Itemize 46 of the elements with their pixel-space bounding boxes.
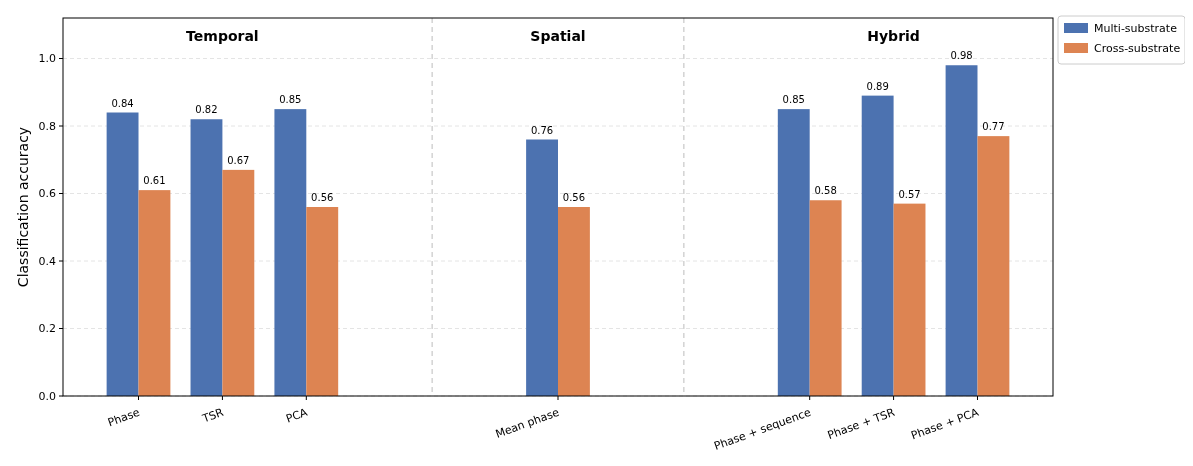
y-tick-label: 0.0 — [38, 389, 56, 403]
bar — [809, 200, 842, 396]
data-label: 0.85 — [782, 94, 805, 106]
bar — [977, 136, 1010, 396]
y-axis-title: Classification accuracy — [15, 126, 31, 288]
data-label: 0.85 — [279, 94, 302, 106]
bar — [306, 207, 339, 396]
bar — [777, 109, 810, 396]
x-tick-label: TSR — [199, 405, 226, 426]
data-label: 0.76 — [530, 124, 554, 136]
data-label: 0.98 — [950, 50, 973, 62]
annotation: Temporal — [186, 27, 259, 44]
bar — [945, 65, 978, 396]
data-label: 0.56 — [311, 192, 334, 203]
bar — [274, 109, 307, 396]
y-tick-label: 0.8 — [38, 119, 56, 133]
legend-label: Cross-substrate — [1094, 41, 1181, 55]
x-tick-label: Phase + TSR — [825, 405, 897, 443]
y-tick-label: 0.2 — [38, 322, 56, 336]
y-tick-label: 0.6 — [38, 187, 56, 201]
data-label: 0.57 — [898, 188, 921, 200]
annotation: Hybrid — [867, 27, 920, 44]
legend-label: Multi-substrate — [1094, 21, 1178, 35]
data-label: 0.82 — [195, 104, 218, 116]
bar — [138, 190, 171, 396]
data-label: 0.67 — [227, 154, 250, 166]
data-label: 0.84 — [111, 97, 134, 109]
x-tick-label: Mean phase — [493, 405, 562, 441]
bar — [893, 203, 926, 396]
annotation: Spatial — [530, 27, 586, 44]
bar — [106, 112, 139, 396]
x-tick-label: PCA — [284, 405, 310, 426]
bar — [861, 95, 894, 396]
data-label: 0.58 — [814, 185, 837, 197]
y-tick-label: 1.0 — [38, 52, 56, 66]
data-label: 0.61 — [143, 175, 166, 187]
data-label: 0.56 — [562, 192, 586, 203]
bar — [222, 169, 255, 396]
bar — [558, 207, 590, 396]
y-tick-label: 0.4 — [38, 254, 56, 268]
data-label: 0.77 — [982, 121, 1005, 133]
data-label: 0.89 — [866, 80, 889, 92]
bar — [526, 139, 558, 396]
x-tick-label: Phase + PCA — [909, 405, 981, 443]
bar — [190, 119, 223, 396]
x-tick-label: Phase — [106, 405, 142, 430]
